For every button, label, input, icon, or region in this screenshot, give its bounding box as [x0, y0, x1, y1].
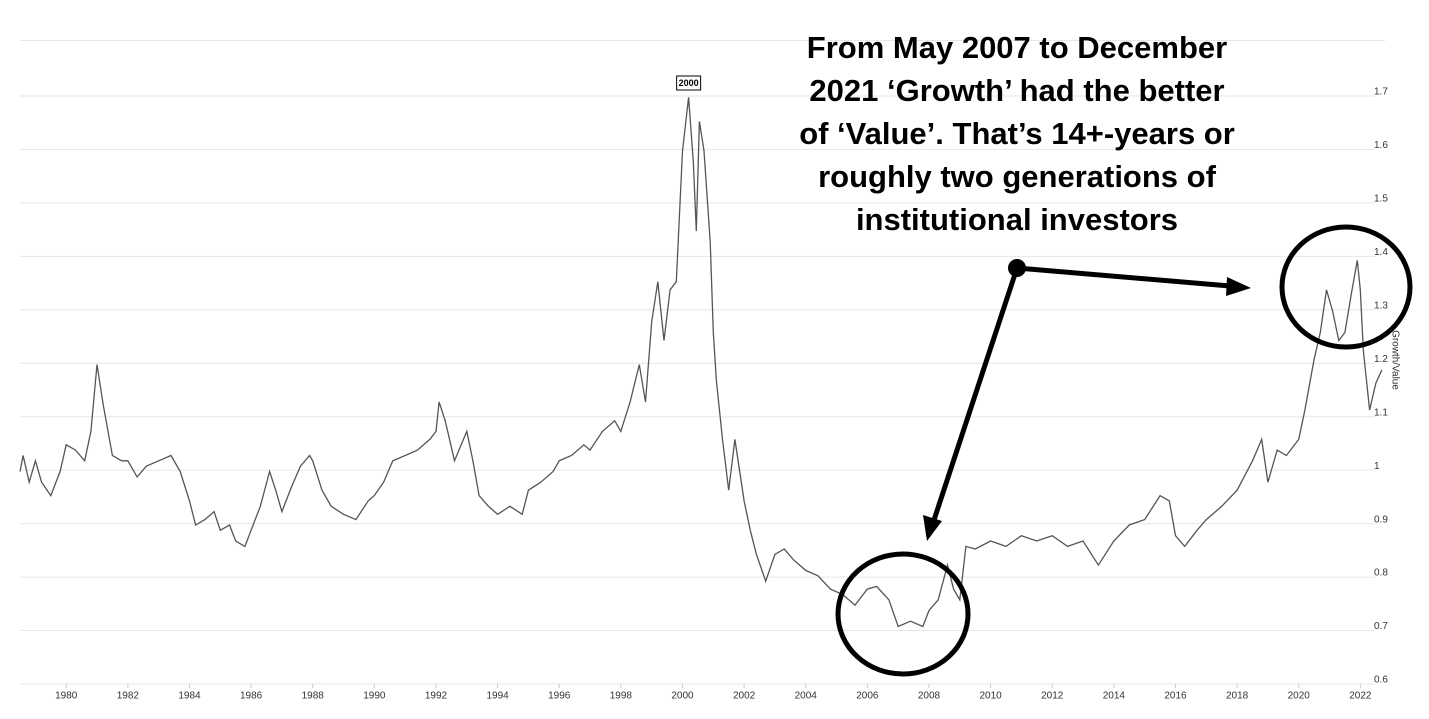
- y-axis-label: Growth/Value: [1389, 330, 1400, 390]
- x-tick-label: 1994: [486, 691, 509, 702]
- y-tick-label: 1.2: [1374, 354, 1388, 365]
- highlight-circle: [1279, 224, 1413, 350]
- y-tick-label: 1.7: [1374, 87, 1388, 98]
- x-tick-label: 2000: [671, 691, 694, 702]
- callout-line: 2021 ‘Growth’ had the better: [809, 73, 1224, 108]
- x-tick-label: 2006: [856, 691, 879, 702]
- data-line: [19, 97, 1383, 628]
- y-tick-label: 0.6: [1374, 675, 1388, 686]
- highlight-circle: [835, 551, 971, 677]
- arrow-line: [1016, 265, 1231, 289]
- y-tick-label: 0.7: [1374, 621, 1388, 632]
- x-tick-label: 2016: [1164, 691, 1187, 702]
- x-tick-label: 1986: [240, 691, 263, 702]
- x-tick-label: 1980: [55, 691, 78, 702]
- callout-line: roughly two generations of: [818, 159, 1217, 194]
- x-tick-label: 1990: [363, 691, 386, 702]
- callout-line: From May 2007 to December: [807, 30, 1227, 65]
- arrow-line: [931, 267, 1020, 521]
- arrow-head: [1226, 277, 1251, 296]
- x-tick-label: 1982: [117, 691, 140, 702]
- y-tick-label: 0.9: [1374, 514, 1388, 525]
- x-tick-label: 2010: [979, 691, 1002, 702]
- x-tick-label: 2020: [1288, 691, 1311, 702]
- x-tick-label: 2008: [918, 691, 941, 702]
- y-tick-label: 1.3: [1374, 300, 1388, 311]
- x-tick-label: 1998: [610, 691, 633, 702]
- x-tick-label: 1996: [548, 691, 571, 702]
- arrow-head: [923, 515, 942, 541]
- y-tick-label: 1: [1374, 461, 1380, 472]
- y-tick-label: 0.8: [1374, 568, 1388, 579]
- y-tick-label: 1.6: [1374, 140, 1388, 151]
- x-tick-label: 1988: [302, 691, 325, 702]
- peak-label-box: [676, 75, 702, 91]
- callout-line: of ‘Value’. That’s 14+-years or: [799, 116, 1235, 151]
- x-tick-label: 2022: [1349, 691, 1372, 702]
- x-tick-label: 2002: [733, 691, 756, 702]
- x-tick-label: 2014: [1103, 691, 1126, 702]
- x-tick-label: 2018: [1226, 691, 1249, 702]
- y-tick-label: 1.4: [1374, 247, 1388, 258]
- x-tick-label: 2012: [1041, 691, 1064, 702]
- x-tick-label: 2004: [795, 691, 818, 702]
- y-tick-label: 1.5: [1374, 194, 1388, 205]
- x-tick-label: 1992: [425, 691, 448, 702]
- callout-line: institutional investors: [856, 202, 1178, 237]
- peak-label: 2000: [679, 78, 699, 88]
- y-tick-label: 1.1: [1374, 407, 1388, 418]
- x-tick-label: 1984: [178, 691, 201, 702]
